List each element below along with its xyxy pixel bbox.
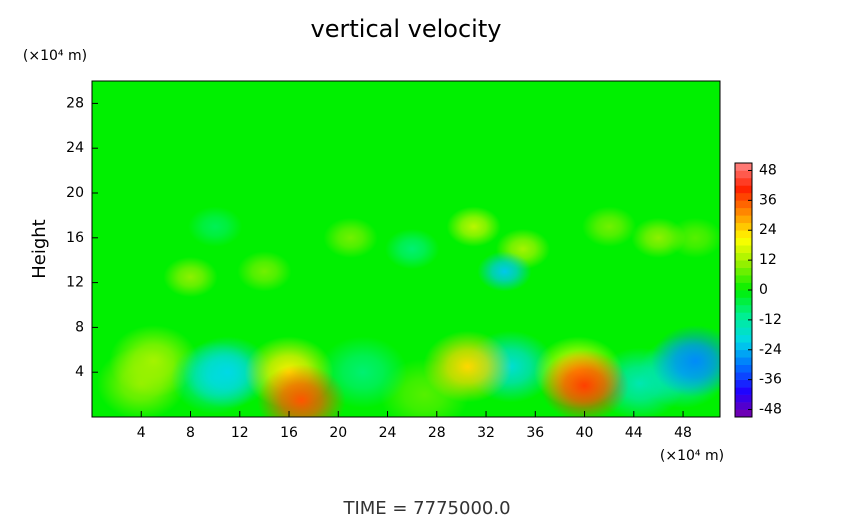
y-tick-label: 16: [66, 230, 84, 246]
x-tick-label: 16: [280, 425, 298, 441]
colorbar-band: [735, 230, 752, 239]
colorbar-band: [735, 297, 752, 306]
x-tick-label: 12: [231, 425, 249, 441]
colorbar-band: [735, 394, 752, 403]
x-tick-label: 20: [329, 425, 347, 441]
plot-frame: [91, 80, 721, 418]
y-tick-label: 28: [66, 95, 84, 111]
colorbar-band: [735, 215, 752, 224]
colorbar-band: [735, 260, 752, 268]
colorbar-band: [735, 304, 752, 313]
x-tick-label: 48: [674, 425, 692, 441]
field-feature: [651, 325, 720, 397]
x-tick-label: 28: [428, 425, 446, 441]
x-tick-label: 44: [625, 425, 643, 441]
colorbar-band: [735, 379, 752, 388]
colorbar-band: [735, 327, 752, 336]
y-tick-label: 24: [66, 140, 84, 156]
field-feature: [423, 330, 512, 403]
y-tick-label: 4: [75, 364, 84, 380]
colorbar-band: [735, 252, 752, 261]
x-unit: (×10⁴ m): [660, 448, 724, 464]
field-feature: [385, 228, 440, 270]
colorbar-band: [735, 342, 752, 351]
colorbar-band: [735, 267, 752, 276]
colorbar-tick-label: 24: [759, 222, 777, 238]
colorbar-band: [735, 282, 752, 291]
colorbar-band: [735, 275, 752, 283]
field-feature: [631, 217, 686, 258]
field-feature: [446, 206, 501, 247]
colorbar-band: [735, 177, 752, 186]
field-feature: [540, 349, 629, 417]
colorbar-band: [735, 163, 752, 171]
colorbar-band: [735, 207, 752, 216]
field-feature: [582, 206, 637, 247]
x-tick-label: 24: [379, 425, 397, 441]
chart-title: vertical velocity: [311, 15, 502, 43]
x-tick-label: 8: [186, 425, 195, 441]
colorbar-tick-label: 0: [759, 282, 768, 298]
field-feature: [257, 364, 346, 417]
x-tick-label: 40: [576, 425, 594, 441]
y-tick-label: 12: [66, 275, 84, 291]
y-unit: (×10⁴ m): [23, 48, 87, 64]
colorbar-tick-label: 48: [759, 162, 777, 178]
field-feature: [323, 217, 378, 258]
colorbar-band: [735, 185, 752, 194]
colorbar-band: [735, 334, 752, 343]
field: [96, 206, 720, 417]
colorbar-band: [735, 364, 752, 373]
colorbar-tick-label: 36: [759, 192, 777, 208]
field-feature: [163, 256, 218, 298]
colorbar-band: [735, 387, 752, 395]
colorbar-band: [735, 349, 752, 358]
colorbar-band: [735, 372, 752, 380]
y-tick-label: 8: [75, 319, 84, 335]
colorbar-band: [735, 200, 752, 209]
colorbar-band: [735, 192, 752, 201]
colorbar-band: [735, 290, 752, 298]
y-axis-label: Height: [29, 219, 50, 279]
colorbar-band: [735, 237, 752, 246]
field-feature: [477, 251, 532, 292]
colorbar-tick-label: -12: [759, 312, 782, 328]
colorbar-band: [735, 245, 752, 253]
time-annotation: TIME = 7775000.0: [342, 498, 510, 519]
colorbar-band: [735, 402, 752, 410]
colorbar-band: [735, 312, 752, 321]
colorbar-band: [735, 222, 752, 231]
x-tick-label: 32: [477, 425, 495, 441]
field-feature: [183, 336, 272, 409]
field-feature: [188, 206, 243, 247]
y-tick-label: 20: [66, 185, 84, 201]
colorbar-band: [735, 170, 752, 179]
colorbar-tick-label: -48: [759, 402, 782, 418]
colorbar-band: [735, 409, 752, 418]
colorbar-tick-label: 12: [759, 252, 777, 268]
colorbar-band: [735, 319, 752, 328]
x-tick-label: 36: [526, 425, 544, 441]
colorbar-tick-label: -24: [759, 342, 782, 358]
field-feature: [237, 251, 292, 292]
x-tick-label: 4: [137, 425, 146, 441]
colorbar-tick-label: -36: [759, 372, 782, 388]
colorbar-band: [735, 357, 752, 366]
